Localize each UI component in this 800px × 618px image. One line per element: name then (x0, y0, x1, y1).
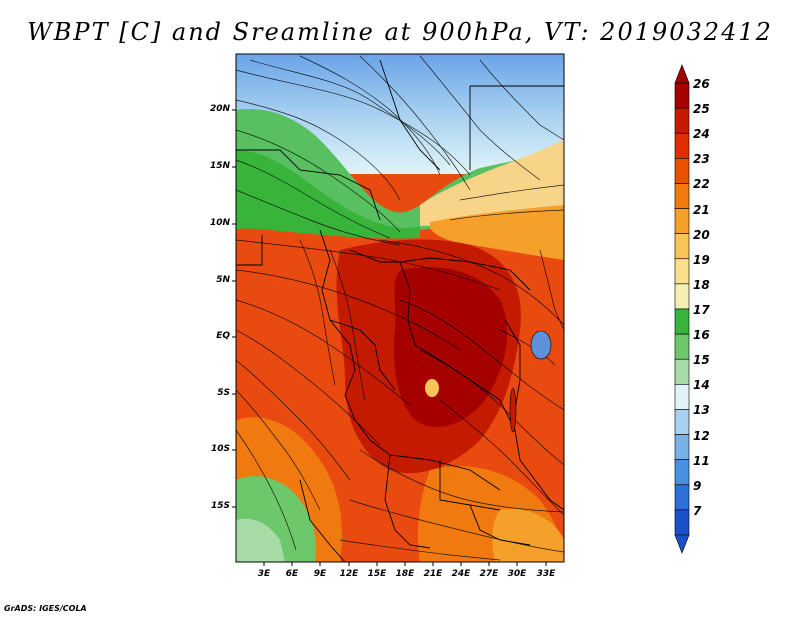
colorbar-label: 12 (693, 428, 710, 443)
lat-ticks (232, 109, 236, 508)
colorbar-label: 18 (693, 277, 710, 292)
lon-label-21e: 21E (423, 569, 443, 579)
country-borders (236, 59, 564, 562)
lon-label-15e: 15E (367, 569, 387, 579)
colorbar-label: 22 (693, 177, 710, 192)
colorbar-swatch (674, 509, 690, 536)
map-frame (235, 53, 565, 563)
colorbar-top-arrow (674, 64, 690, 84)
colorbar-swatch (674, 459, 690, 486)
lon-label-30e: 30E (507, 569, 527, 579)
lat-label-5s: 5S (217, 388, 230, 398)
colorbar-bottom-arrow (674, 534, 690, 554)
colorbar-swatch (674, 183, 690, 209)
lon-label-18e: 18E (395, 569, 415, 579)
lon-ticks (263, 562, 547, 566)
colorbar-label: 16 (693, 328, 710, 343)
lakes (509, 330, 552, 433)
lat-label-5n: 5N (216, 275, 230, 285)
colorbar-swatch (674, 358, 690, 385)
lat-label-20n: 20N (209, 104, 230, 114)
colorbar-label: 21 (693, 202, 710, 217)
colorbar-label: 14 (693, 378, 710, 393)
colorbar-swatch (674, 283, 690, 310)
colorbar-swatch (674, 132, 690, 159)
colorbar-swatch (674, 384, 690, 410)
colorbar-swatch (674, 208, 690, 234)
lon-label-3e: 3E (257, 569, 271, 579)
streamlines (236, 55, 564, 561)
colorbar-swatch (674, 107, 690, 134)
colorbar-label: 20 (693, 227, 710, 242)
lon-label-24e: 24E (451, 569, 471, 579)
lat-label-10s: 10S (210, 444, 230, 454)
lon-label-33e: 33E (536, 569, 556, 579)
map-title: WBPT [C] and Sreamline at 900hPa, VT: 20… (27, 18, 773, 46)
colorbar-swatch (674, 308, 690, 335)
lat-label-15s: 15S (210, 501, 230, 511)
colorbar-label: 15 (693, 353, 710, 368)
colorbar-label: 19 (693, 252, 710, 267)
colorbar (674, 64, 690, 554)
lat-label-10n: 10N (209, 218, 230, 228)
colorbar-label: 17 (693, 303, 710, 317)
colorbar-swatch (674, 82, 690, 109)
colorbar-label: 9 (693, 478, 702, 493)
colorbar-swatch (674, 434, 690, 460)
colorbar-label: 11 (693, 453, 710, 468)
lat-label-eq: EQ (216, 331, 230, 341)
colorbar-label: 23 (693, 152, 710, 167)
colorbar-label: 13 (693, 403, 710, 418)
lon-label-27e: 27E (479, 569, 499, 579)
lon-label-6e: 6E (285, 569, 299, 579)
colorbar-swatch (674, 333, 690, 360)
colorbar-swatch (674, 409, 690, 435)
credit-text: GrADS: IGES/COLA (4, 604, 87, 613)
colorbar-label: 7 (693, 503, 702, 518)
colorbar-swatch (674, 158, 690, 184)
colorbar-swatch (674, 484, 690, 511)
colorbar-label: 26 (693, 77, 710, 91)
colorbar-swatch (674, 233, 690, 260)
colorbar-swatch (674, 258, 690, 285)
lon-label-9e: 9E (313, 569, 327, 579)
colorbar-label: 24 (693, 127, 710, 142)
wbpt-field (236, 54, 564, 562)
lat-label-15n: 15N (209, 161, 230, 171)
colorbar-label: 25 (693, 102, 710, 117)
lon-label-12e: 12E (339, 569, 359, 579)
